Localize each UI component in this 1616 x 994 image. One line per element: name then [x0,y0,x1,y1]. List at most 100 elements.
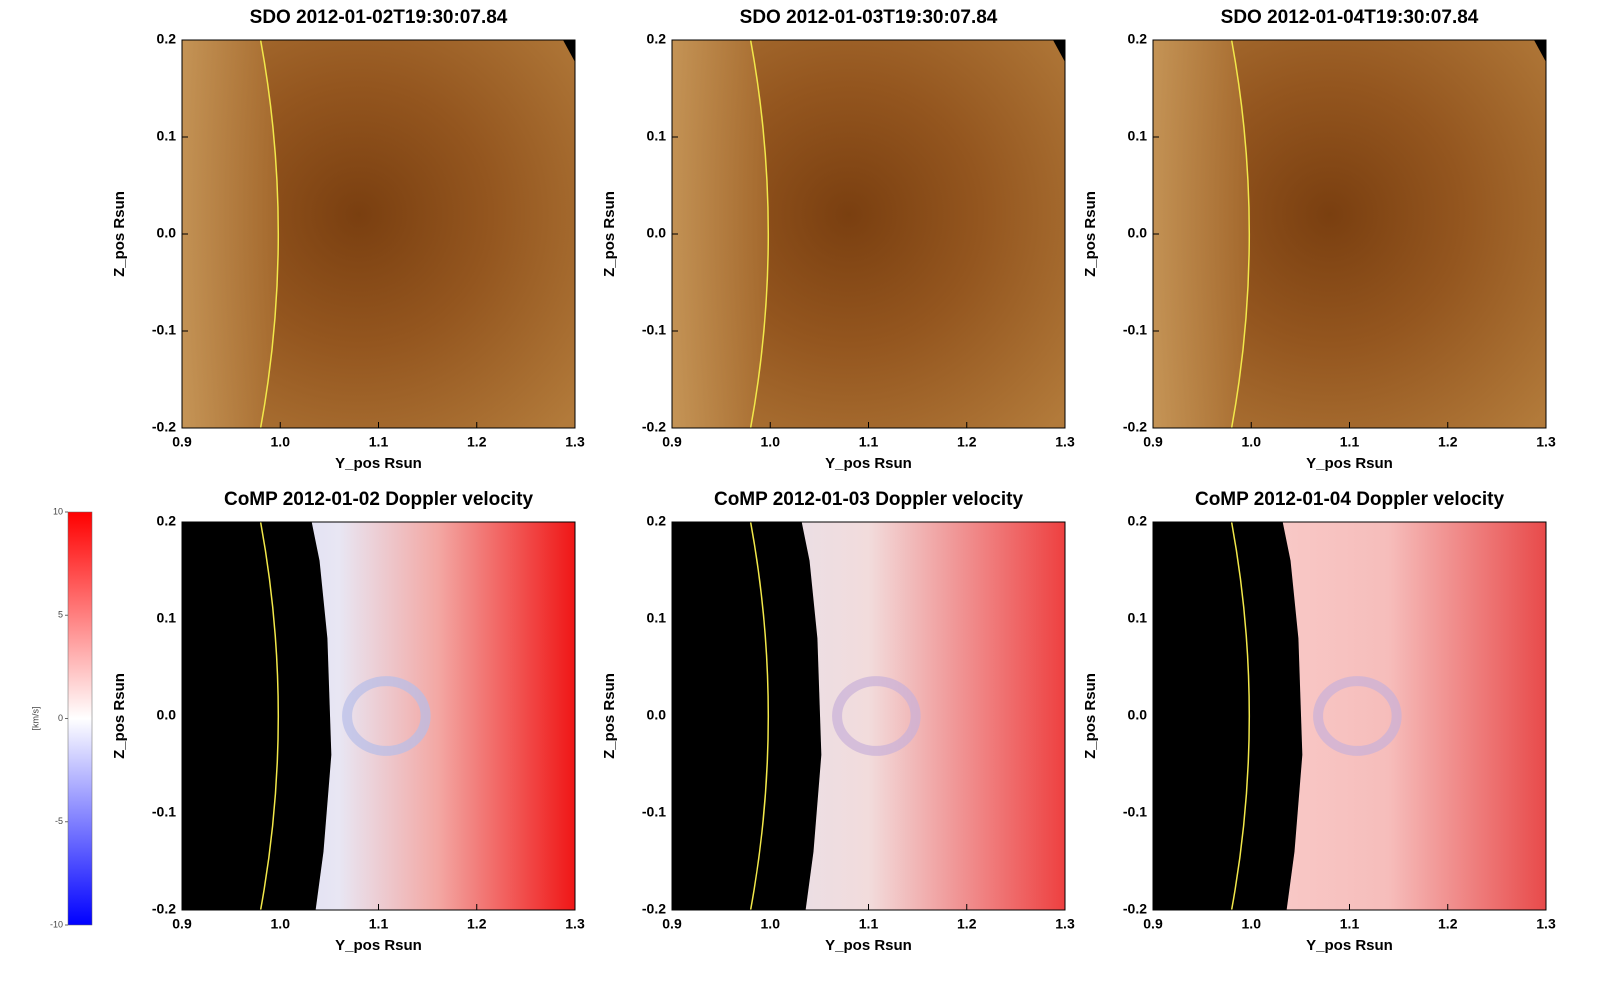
occulter [182,522,332,910]
cbar-tick-label: 10 [53,506,63,516]
cbar-tick-label: -5 [55,816,63,826]
x-axis-label: Y_pos Rsun [335,455,422,472]
x-tick-label: 0.9 [662,434,682,450]
x-tick-label: 1.3 [565,434,585,450]
x-tick-label: 1.0 [1242,916,1262,932]
y-axis-label: Z_pos Rsun [1082,191,1099,277]
x-tick-label: 0.9 [1143,434,1163,450]
x-tick-label: 1.2 [467,434,487,450]
x-axis-label: Y_pos Rsun [1306,455,1393,472]
y-tick-label: -0.1 [152,804,176,820]
limb [1230,39,1251,429]
y-axis-label: Z_pos Rsun [601,191,618,277]
corner [1534,40,1546,62]
limb [1230,521,1251,911]
x-tick-label: 1.3 [1055,916,1075,932]
y-tick-label: 0.1 [157,610,177,626]
corner [1053,40,1065,62]
corner [563,40,575,62]
y-axis-label: Z_pos Rsun [601,673,618,759]
cbar-tick-label: -10 [50,919,63,929]
panel-title: CoMP 2012-01-02 Doppler velocity [224,489,533,510]
limb [259,521,280,911]
x-tick-label: 1.1 [859,916,879,932]
y-tick-label: 0.0 [157,225,177,241]
x-tick-label: 1.1 [369,916,389,932]
y-tick-label: 0.2 [157,31,177,47]
y-tick-label: 0.1 [647,610,667,626]
y-tick-label: 0.1 [1128,128,1148,144]
y-tick-label: 0.2 [1128,513,1148,529]
limb [259,39,280,429]
y-tick-label: -0.2 [642,901,666,917]
y-axis-label: Z_pos Rsun [111,191,128,277]
y-tick-label: 0.0 [647,707,667,723]
y-tick-label: -0.2 [1123,901,1147,917]
y-tick-label: 0.2 [647,513,667,529]
y-axis-label: Z_pos Rsun [111,673,128,759]
x-tick-label: 0.9 [662,916,682,932]
x-axis-label: Y_pos Rsun [825,455,912,472]
x-tick-label: 1.1 [859,434,879,450]
panel-title: SDO 2012-01-04T19:30:07.84 [1221,7,1479,28]
colorbar [67,511,93,926]
panel-title: CoMP 2012-01-04 Doppler velocity [1195,489,1504,510]
limb [749,521,770,911]
x-tick-label: 1.0 [761,916,781,932]
x-tick-label: 0.9 [172,434,192,450]
x-tick-label: 1.1 [369,434,389,450]
y-tick-label: 0.1 [157,128,177,144]
panel-title: CoMP 2012-01-03 Doppler velocity [714,489,1023,510]
x-tick-label: 1.0 [271,916,291,932]
y-tick-label: -0.1 [642,322,666,338]
x-tick-label: 1.1 [1340,916,1360,932]
x-tick-label: 1.3 [565,916,585,932]
y-tick-label: -0.1 [152,322,176,338]
y-tick-label: 0.1 [647,128,667,144]
x-tick-label: 1.2 [1438,434,1458,450]
x-axis-label: Y_pos Rsun [825,937,912,954]
y-tick-label: 0.2 [647,31,667,47]
panel-title: SDO 2012-01-02T19:30:07.84 [250,7,508,28]
y-tick-label: -0.2 [1123,419,1147,435]
x-tick-label: 1.0 [761,434,781,450]
cbar-tick-label: 0 [58,713,63,723]
y-tick-label: 0.0 [1128,225,1148,241]
occulter [1153,522,1303,910]
cbar-tick-label: 5 [58,610,63,620]
y-tick-label: 0.1 [1128,610,1148,626]
y-tick-label: -0.1 [1123,804,1147,820]
x-tick-label: 1.1 [1340,434,1360,450]
x-tick-label: 1.3 [1536,916,1556,932]
panel-title: SDO 2012-01-03T19:30:07.84 [740,7,998,28]
x-tick-label: 1.2 [957,434,977,450]
x-tick-label: 1.3 [1536,434,1556,450]
y-tick-label: 0.0 [157,707,177,723]
y-tick-label: -0.2 [152,901,176,917]
x-tick-label: 1.3 [1055,434,1075,450]
occulter [672,522,822,910]
x-tick-label: 1.2 [467,916,487,932]
limb-region [1153,40,1250,428]
x-tick-label: 0.9 [1143,916,1163,932]
ring [1313,676,1402,756]
x-tick-label: 0.9 [172,916,192,932]
y-tick-label: 0.2 [1128,31,1148,47]
y-tick-label: 0.0 [1128,707,1148,723]
limb-region [182,40,279,428]
ring [342,676,431,756]
y-tick-label: -0.1 [1123,322,1147,338]
y-tick-label: 0.2 [157,513,177,529]
ring [832,676,921,756]
limb-region [672,40,769,428]
y-tick-label: 0.0 [647,225,667,241]
x-axis-label: Y_pos Rsun [1306,937,1393,954]
x-tick-label: 1.2 [1438,916,1458,932]
y-tick-label: -0.2 [152,419,176,435]
x-axis-label: Y_pos Rsun [335,937,422,954]
x-tick-label: 1.2 [957,916,977,932]
cbar-label: [km/s] [30,707,40,731]
x-tick-label: 1.0 [1242,434,1262,450]
x-tick-label: 1.0 [271,434,291,450]
